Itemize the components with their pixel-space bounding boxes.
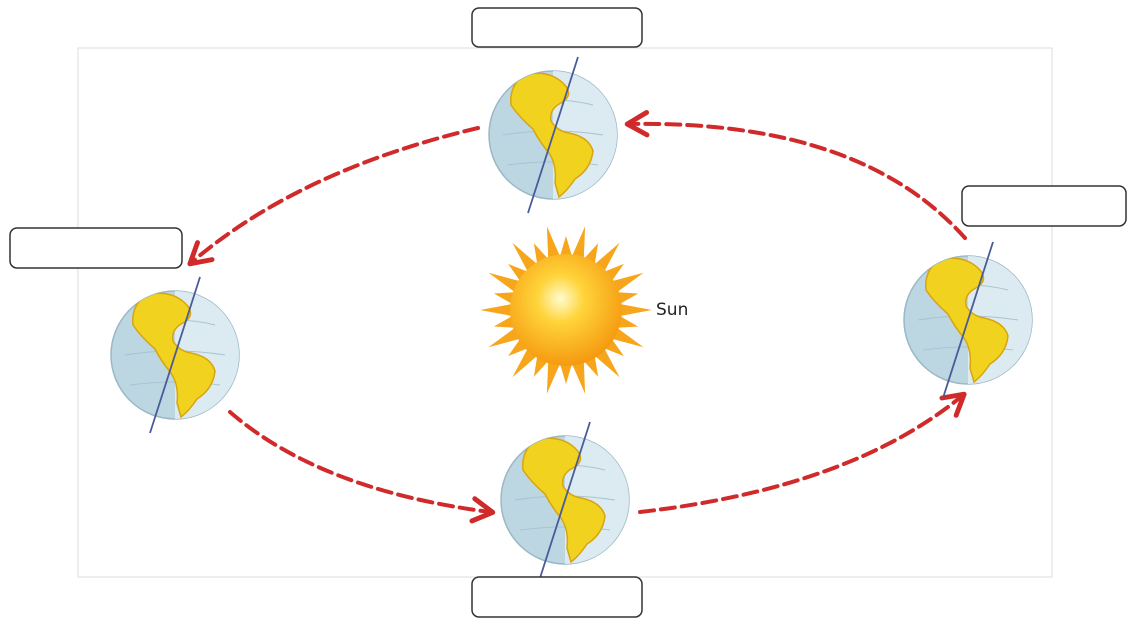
- orbit-arrow: [230, 412, 490, 512]
- sun-disc: [510, 254, 622, 366]
- sun: [480, 226, 652, 394]
- sun-label: Sun: [656, 300, 688, 320]
- diagram: Sun: [0, 0, 1128, 619]
- answer-box[interactable]: [472, 577, 642, 617]
- earth: [501, 422, 635, 578]
- earth: [489, 57, 623, 213]
- earth: [111, 277, 245, 433]
- earth: [904, 242, 1038, 398]
- answer-box[interactable]: [962, 186, 1126, 226]
- orbit-arrow: [640, 396, 962, 512]
- answer-box[interactable]: [10, 228, 182, 268]
- answer-box[interactable]: [472, 8, 642, 47]
- orbit-arrow: [192, 128, 478, 262]
- orbit-arrow: [630, 124, 965, 238]
